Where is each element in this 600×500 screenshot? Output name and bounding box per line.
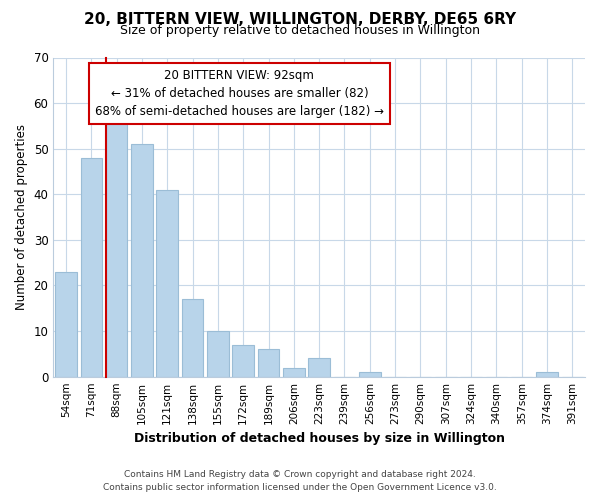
Y-axis label: Number of detached properties: Number of detached properties — [15, 124, 28, 310]
Bar — [232, 345, 254, 376]
Bar — [182, 299, 203, 376]
Bar — [131, 144, 152, 376]
Bar — [308, 358, 330, 376]
Bar — [207, 331, 229, 376]
Bar — [80, 158, 102, 376]
Text: 20, BITTERN VIEW, WILLINGTON, DERBY, DE65 6RY: 20, BITTERN VIEW, WILLINGTON, DERBY, DE6… — [84, 12, 516, 28]
Text: 20 BITTERN VIEW: 92sqm
← 31% of detached houses are smaller (82)
68% of semi-det: 20 BITTERN VIEW: 92sqm ← 31% of detached… — [95, 68, 384, 117]
Text: Size of property relative to detached houses in Willington: Size of property relative to detached ho… — [120, 24, 480, 37]
Bar — [283, 368, 305, 376]
Bar — [359, 372, 380, 376]
Bar — [536, 372, 558, 376]
Bar — [55, 272, 77, 376]
Bar — [258, 350, 279, 376]
X-axis label: Distribution of detached houses by size in Willington: Distribution of detached houses by size … — [134, 432, 505, 445]
Text: Contains HM Land Registry data © Crown copyright and database right 2024.
Contai: Contains HM Land Registry data © Crown c… — [103, 470, 497, 492]
Bar — [157, 190, 178, 376]
Bar — [106, 112, 127, 376]
